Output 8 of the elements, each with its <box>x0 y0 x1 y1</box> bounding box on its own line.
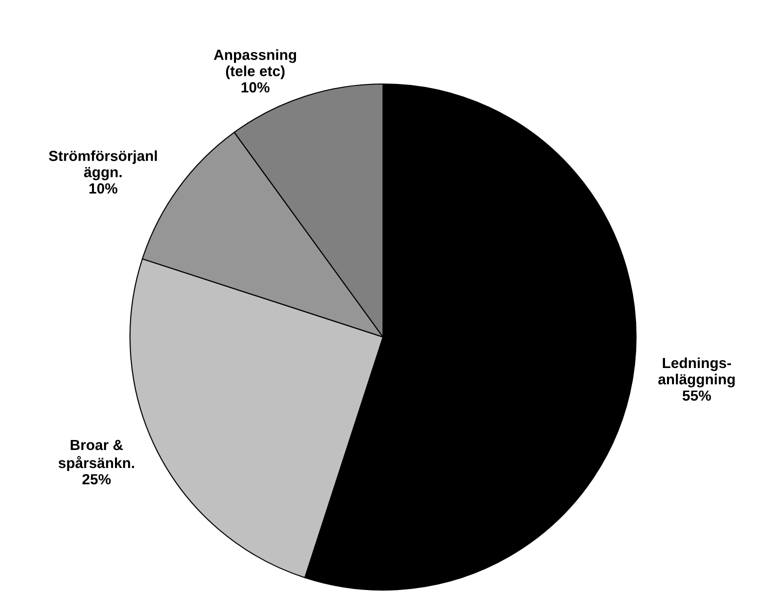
data-label: 10% <box>242 82 270 93</box>
data-label: 25% <box>82 474 111 484</box>
slice-label: Broar & spårsänkn. <box>58 440 134 472</box>
data-label: 10% <box>89 183 118 194</box>
slice-label: Lednings- anläggning <box>658 357 735 388</box>
data-label: 55% <box>682 390 711 401</box>
slice-label: Anpassning (tele etc) <box>214 49 296 80</box>
slice-label: Strömförsörjanl äggn. <box>48 150 157 180</box>
